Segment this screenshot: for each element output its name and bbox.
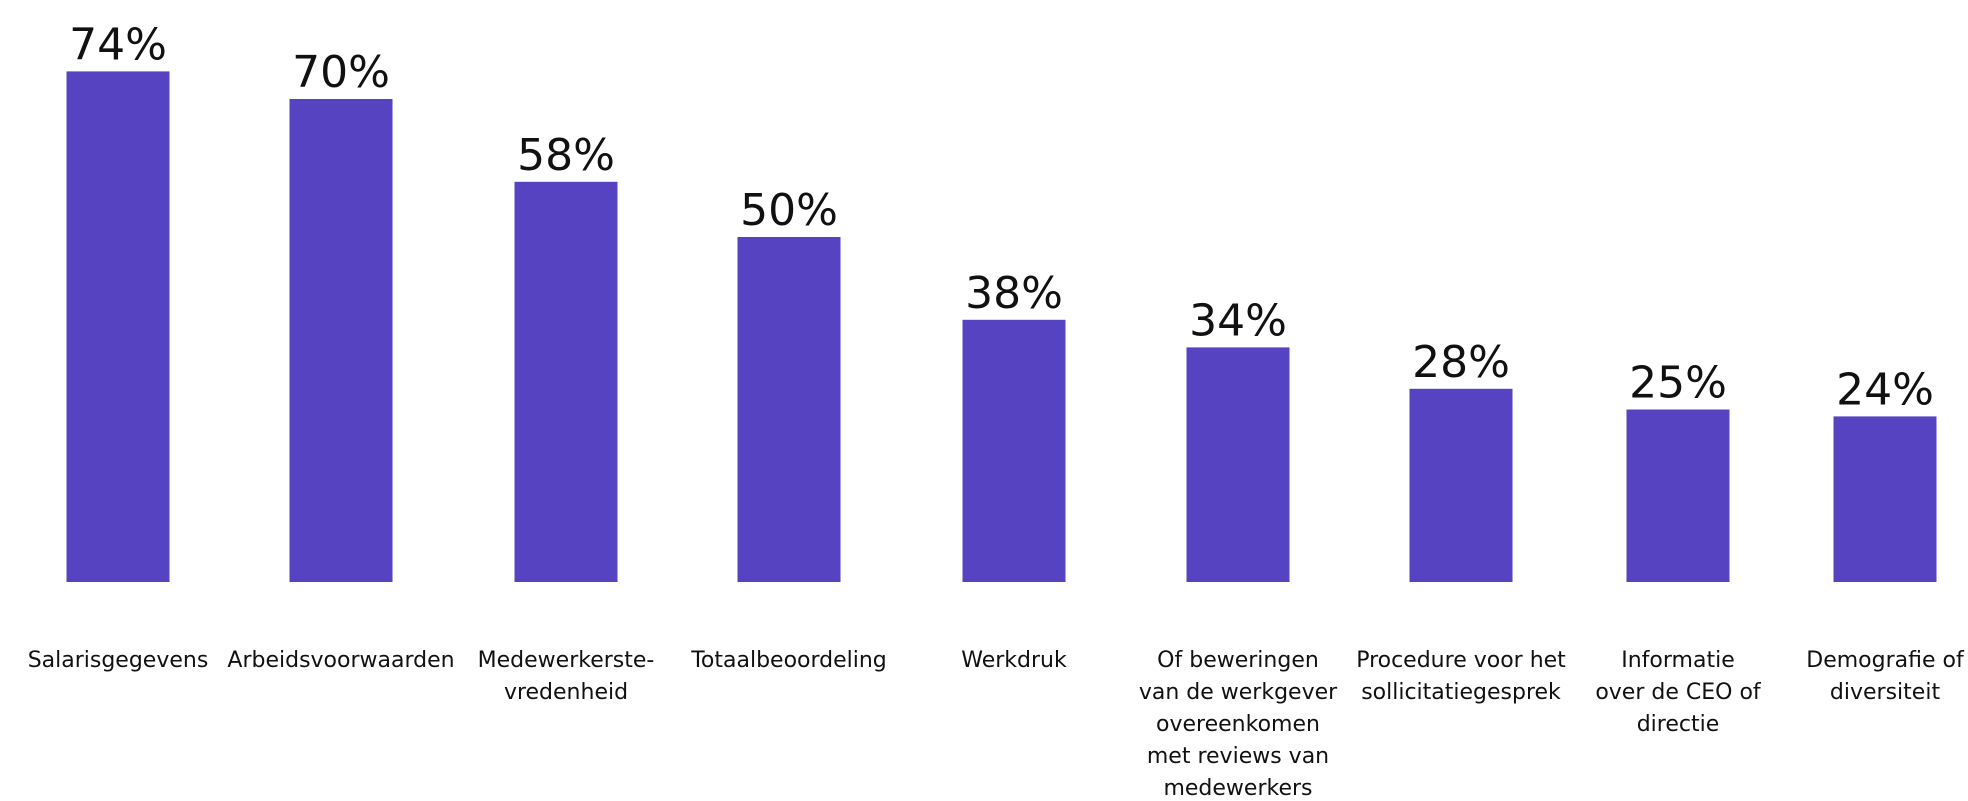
bar (1409, 388, 1513, 582)
x-tick-label: Salarisgegevens (27, 648, 209, 673)
bar (1186, 347, 1290, 582)
x-tick-label: Of beweringen van de werkgever overeenko… (1138, 648, 1338, 801)
value-label: 58% (517, 130, 615, 181)
x-tick-label: Medewerkerste- vredenheid (477, 648, 655, 705)
x-tick-label: Totaalbeoordeling (691, 648, 887, 673)
value-label: 34% (1189, 295, 1287, 346)
value-label: 50% (740, 185, 838, 236)
bar (66, 71, 170, 583)
bar (737, 237, 841, 582)
value-label: 24% (1836, 364, 1934, 415)
bar (962, 319, 1066, 582)
x-tick-label: Werkdruk (961, 648, 1067, 673)
bar (514, 181, 618, 583)
x-tick-label: Procedure voor het sollicitatiegesprek (1356, 648, 1566, 705)
value-label: 74% (69, 19, 167, 70)
x-tick-label: Arbeidsvoorwaarden (227, 648, 455, 673)
value-label: 38% (965, 268, 1063, 319)
x-tick-label: Demografie of diversiteit (1806, 648, 1964, 705)
value-label: 25% (1629, 358, 1727, 409)
bar (1626, 409, 1730, 582)
bar (1833, 416, 1937, 582)
x-tick-label: Informatie over de CEO of directie (1595, 648, 1761, 737)
value-label: 70% (292, 47, 390, 98)
value-label: 28% (1412, 337, 1510, 388)
bar (289, 99, 393, 582)
